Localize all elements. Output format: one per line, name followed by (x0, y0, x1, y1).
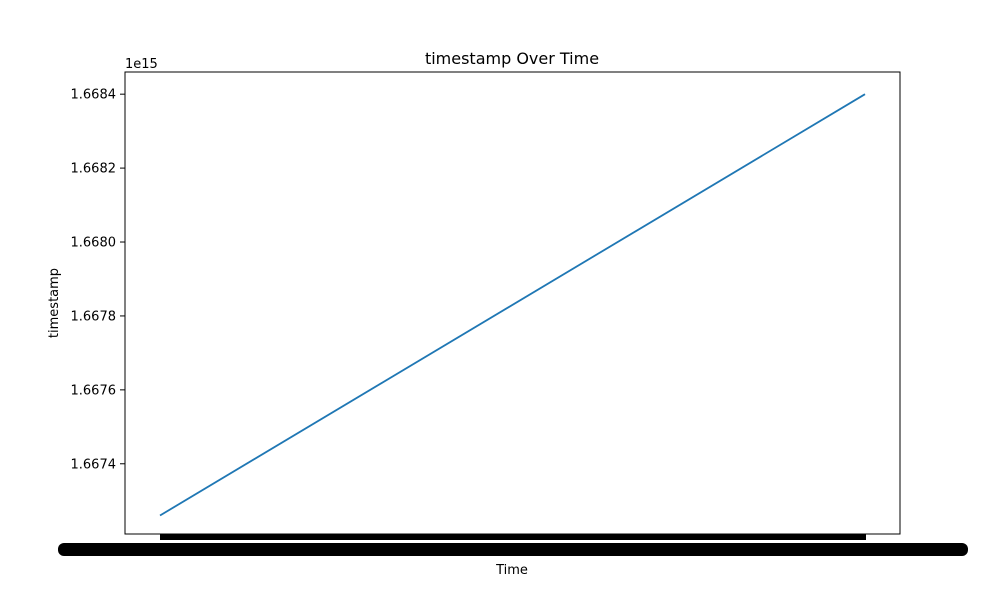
y-tick-label: 1.6676 (71, 383, 117, 398)
series-line (159, 93, 866, 517)
x-tick-marks-dense (160, 534, 866, 540)
y-tick-label: 1.6678 (71, 309, 117, 324)
plot-area (124, 71, 901, 535)
y-offset-text: 1e15 (125, 57, 158, 72)
y-axis-label: timestamp (47, 268, 62, 338)
x-tick-labels-overlapping (58, 543, 968, 556)
chart-title: timestamp Over Time (425, 49, 599, 68)
series-layer (159, 93, 866, 517)
x-axis-ticks (58, 534, 968, 556)
y-axis-ticks: 1.6674 1.6676 1.6678 1.6680 1.6682 1.6684 (71, 88, 125, 472)
y-tick-label: 1.6684 (71, 88, 117, 103)
y-tick-label: 1.6674 (71, 457, 117, 472)
y-tick-label: 1.6680 (71, 236, 117, 251)
x-axis-label: Time (495, 563, 528, 578)
y-tick-label: 1.6682 (71, 162, 117, 177)
